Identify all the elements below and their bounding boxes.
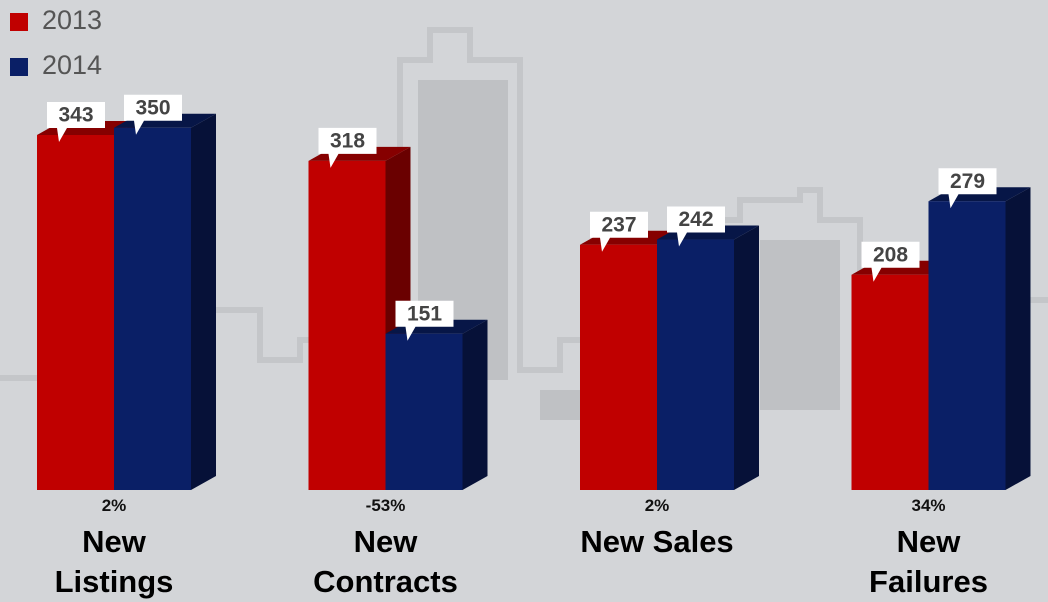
bar	[385, 333, 463, 490]
change-label: -53%	[365, 496, 406, 515]
data-label-box	[395, 300, 454, 341]
bar-side	[191, 113, 216, 490]
bar	[928, 201, 1006, 491]
data-label: 242	[678, 208, 713, 231]
data-label: 208	[873, 243, 908, 266]
data-label-box	[861, 241, 920, 282]
data-label-box	[124, 94, 182, 135]
bar	[657, 239, 734, 490]
data-label-box	[590, 211, 648, 252]
x-tick-label: New Listings	[54, 524, 174, 599]
legend-label: 2014	[42, 50, 102, 80]
x-tick-label: New Failures	[869, 524, 988, 599]
skyline-decoration	[0, 27, 1048, 393]
change-label: 2%	[644, 496, 670, 515]
data-label: 350	[135, 96, 170, 119]
legend-label: 2013	[42, 5, 102, 35]
data-label: 318	[330, 129, 365, 152]
data-label: 343	[58, 104, 93, 127]
data-label: 279	[950, 170, 985, 193]
legend-swatch	[10, 13, 28, 31]
data-label-box	[318, 127, 377, 168]
legend-swatch	[10, 58, 28, 76]
bar-side	[734, 225, 759, 490]
data-label-box	[667, 206, 725, 247]
x-tick-label: New Sales	[580, 524, 734, 559]
bar	[114, 127, 191, 490]
bar-side	[1005, 187, 1031, 491]
x-tick-label: New Contracts	[313, 524, 458, 599]
data-label-box	[47, 101, 105, 142]
data-label: 237	[601, 213, 636, 236]
data-label: 151	[407, 302, 442, 325]
change-label: 34%	[911, 496, 946, 515]
data-label-box	[938, 168, 997, 209]
bar	[851, 274, 929, 490]
bar	[580, 244, 657, 490]
bar	[37, 134, 114, 490]
bar-side	[462, 319, 488, 490]
bar	[308, 160, 386, 490]
change-label: 2%	[101, 496, 127, 515]
